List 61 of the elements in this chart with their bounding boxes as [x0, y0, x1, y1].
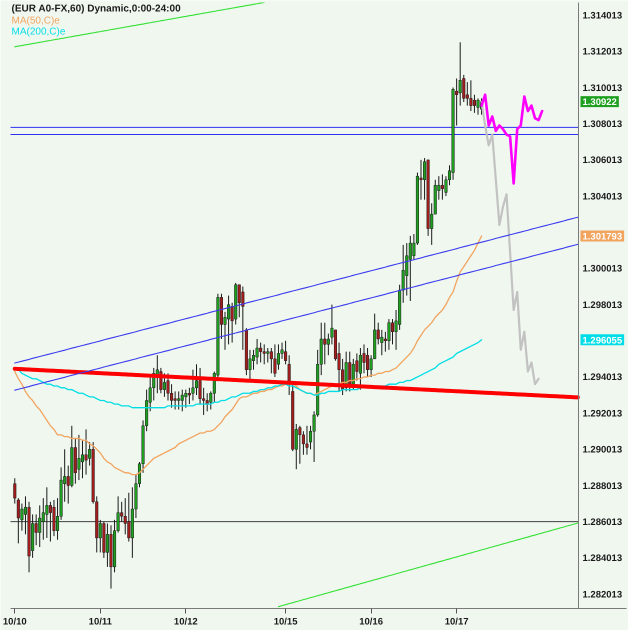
chart-title: (EUR A0-FX,60) Dynamic,0:00-24:00 [12, 4, 182, 14]
candlestick [408, 235, 412, 302]
candlestick [84, 428, 88, 476]
y-tick-label: 1.288013 [582, 480, 622, 492]
text: 1.30922 [582, 97, 617, 108]
y-tick-label: 1.310013 [582, 82, 622, 94]
text: 1.296055 [582, 335, 623, 346]
candlestick [358, 348, 362, 390]
candlestick [323, 322, 326, 365]
candlestick [387, 318, 390, 350]
candlestick [273, 344, 276, 378]
x-tick-label: 10/15 [274, 616, 298, 628]
candlestick [262, 344, 266, 365]
candlestick [270, 348, 273, 374]
y-tick-label: 1.298013 [582, 300, 622, 311]
candlestick [174, 390, 177, 410]
y-tick-label: 1.308013 [582, 118, 622, 130]
candlestick [127, 492, 130, 542]
candlestick [476, 98, 480, 116]
candlestick [45, 486, 48, 538]
y-tick-label: 1.314013 [582, 10, 622, 22]
text: 1.301793 [582, 231, 622, 242]
x-tick-label: 10/12 [174, 616, 198, 628]
candlestick [472, 94, 476, 114]
y-tick-label: 1.294013 [582, 372, 622, 384]
candlestick [48, 501, 52, 542]
candlestick [390, 318, 394, 345]
x-tick-label: 10/16 [359, 616, 384, 628]
candlestick [469, 80, 472, 112]
candlestick [77, 434, 80, 481]
y-tick-label: 1.292013 [582, 408, 622, 420]
text: MA(200,C)e [12, 26, 66, 38]
y-tick-label: 1.284013 [582, 553, 622, 564]
y-tick-label: 1.312013 [582, 46, 622, 58]
candlestick [266, 348, 270, 363]
line-series [14, 244, 578, 391]
y-tick-label: 1.282013 [582, 589, 622, 600]
candlestick [305, 425, 309, 456]
line-series [480, 100, 540, 386]
candlestick [440, 174, 444, 200]
line-series [12, 366, 580, 400]
line-series [480, 93, 544, 185]
x-tick-label: 10/17 [444, 616, 469, 628]
candlestick [259, 342, 262, 363]
y-tick-label: 1.306013 [582, 155, 622, 166]
candlestick [184, 389, 188, 408]
candlestick [180, 389, 184, 412]
line-series [14, 216, 578, 364]
line-series [278, 522, 578, 608]
line-series [14, 2, 265, 48]
y-tick-label: 1.286013 [582, 516, 622, 528]
candlestick [366, 348, 370, 378]
candlestick [162, 372, 166, 398]
text: MA(50,C)e [12, 16, 60, 26]
y-tick-label: 1.304013 [582, 191, 622, 202]
candlestick [177, 390, 180, 410]
y-tick-label: 1.300013 [582, 264, 622, 275]
x-tick-label: 10/11 [88, 616, 113, 628]
y-tick-label: 1.290013 [582, 444, 622, 456]
x-tick-label: 10/10 [2, 616, 27, 628]
candlestick [106, 522, 109, 568]
